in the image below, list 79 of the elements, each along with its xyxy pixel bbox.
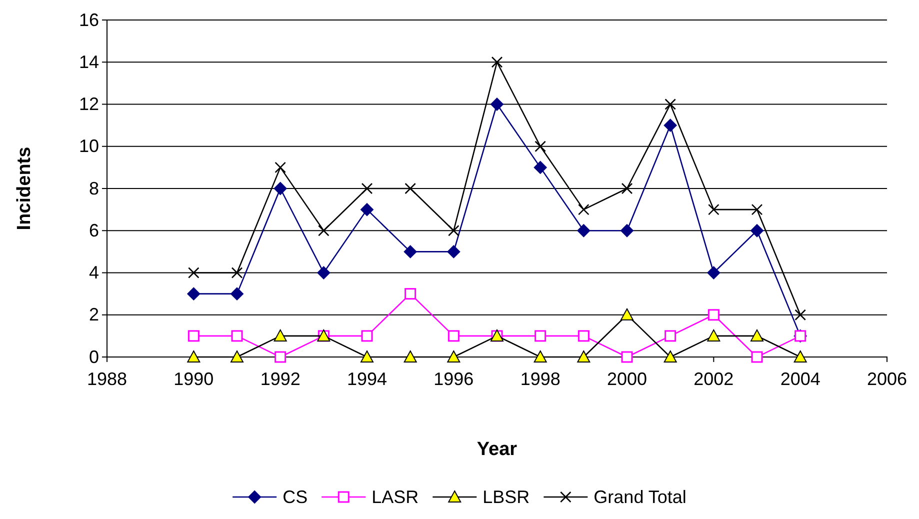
point bbox=[534, 160, 547, 174]
point bbox=[448, 224, 460, 236]
point bbox=[230, 287, 244, 300]
point bbox=[707, 329, 720, 342]
point bbox=[187, 287, 200, 300]
point bbox=[577, 224, 590, 238]
y-tick-label: 14 bbox=[78, 52, 99, 72]
x-tick-label: 1998 bbox=[520, 368, 560, 389]
point bbox=[274, 182, 287, 195]
point bbox=[231, 330, 243, 342]
point bbox=[447, 350, 460, 362]
point bbox=[447, 245, 460, 258]
x-tick-label: 1994 bbox=[346, 368, 388, 389]
point bbox=[707, 266, 720, 280]
point bbox=[404, 245, 417, 258]
point bbox=[708, 204, 720, 216]
point bbox=[231, 267, 243, 278]
y-tick-label: 10 bbox=[78, 136, 99, 156]
point bbox=[361, 182, 373, 194]
point bbox=[317, 266, 330, 280]
point bbox=[404, 288, 416, 300]
point bbox=[274, 162, 286, 174]
y-tick-label: 4 bbox=[88, 262, 99, 283]
point bbox=[404, 182, 416, 194]
point bbox=[578, 204, 590, 216]
y-tick-label: 16 bbox=[78, 10, 99, 30]
legend-label: Grand Total bbox=[594, 487, 686, 507]
point bbox=[490, 98, 504, 111]
legend-label: LBSR bbox=[482, 487, 530, 507]
y-tick-label: 2 bbox=[88, 304, 99, 325]
point bbox=[360, 203, 374, 216]
y-tick-label: 8 bbox=[88, 178, 99, 198]
point bbox=[274, 351, 286, 363]
legend-label: CS bbox=[282, 487, 308, 507]
point bbox=[750, 329, 764, 342]
x-tick-label: 1996 bbox=[434, 368, 474, 389]
point bbox=[361, 330, 373, 342]
y-tick-label: 0 bbox=[88, 346, 99, 367]
point bbox=[448, 330, 460, 342]
point bbox=[578, 330, 590, 342]
point bbox=[750, 224, 764, 238]
x-tick-label: 2002 bbox=[694, 368, 734, 389]
point bbox=[188, 330, 200, 342]
x-axis-title: Year bbox=[476, 439, 518, 460]
point bbox=[534, 350, 547, 362]
point bbox=[620, 308, 634, 320]
point bbox=[751, 351, 763, 363]
point bbox=[360, 350, 374, 362]
point bbox=[577, 350, 590, 362]
y-axis-title: Incidents bbox=[14, 146, 35, 230]
point bbox=[794, 350, 807, 362]
point bbox=[187, 350, 200, 362]
legend-label: LASR bbox=[372, 487, 419, 507]
x-tick-label: 1988 bbox=[86, 368, 128, 389]
point bbox=[794, 309, 806, 321]
point bbox=[664, 350, 677, 362]
point bbox=[751, 204, 763, 216]
point bbox=[620, 224, 634, 238]
point bbox=[708, 309, 720, 321]
point bbox=[534, 140, 546, 152]
x-tick-label: 2004 bbox=[780, 368, 820, 389]
point bbox=[274, 329, 287, 342]
point bbox=[664, 330, 676, 342]
point bbox=[318, 224, 330, 236]
point bbox=[491, 56, 503, 68]
y-tick-label: 6 bbox=[88, 220, 99, 240]
point bbox=[188, 267, 200, 278]
point bbox=[534, 330, 546, 342]
point bbox=[404, 350, 417, 362]
point bbox=[664, 118, 677, 132]
point bbox=[621, 182, 633, 194]
x-tick-label: 1990 bbox=[174, 368, 214, 389]
x-tick-label: 1992 bbox=[260, 368, 300, 389]
point bbox=[664, 98, 676, 110]
point bbox=[230, 350, 244, 362]
point bbox=[621, 351, 633, 363]
y-tick-label: 12 bbox=[78, 94, 99, 114]
x-tick-label: 2006 bbox=[866, 368, 908, 389]
x-tick-label: 2000 bbox=[606, 368, 648, 389]
